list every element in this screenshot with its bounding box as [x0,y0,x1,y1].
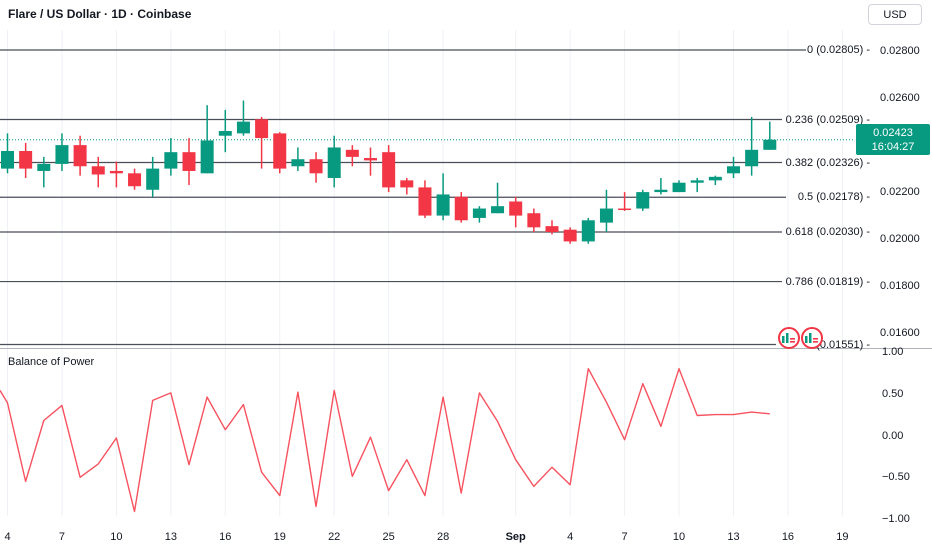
candle-body [618,208,632,211]
fib-level-label: 0.5 (0.02178) - [797,191,870,204]
candle-body [581,220,595,242]
candle-body [164,152,178,169]
candle-body [509,201,523,216]
candle-body [291,159,305,167]
candle-body [19,150,33,169]
fib-level-label: 0 (0.02805) - [807,44,870,56]
candle-body [273,133,287,169]
bop-tick-label: 1.00 [882,346,904,358]
candle-body [236,121,250,134]
price-tick-label: 0.02800 [880,45,920,58]
time-tick-label: Sep [505,531,526,543]
time-tick-label: 22 [328,531,341,543]
fib-level-label: 0.786 (0.01819) - [785,275,870,288]
time-tick-label: 16 [219,531,232,543]
price-scale[interactable] [856,28,932,348]
candle-body [636,192,650,209]
candle-body [327,147,341,179]
fib-level-label: 0.382 (0.02326) - [785,156,870,169]
time-tick-label: 13 [164,531,177,543]
candle-body [218,131,232,136]
candle-body [727,166,740,174]
candle-body [345,149,359,157]
candle-body [545,226,559,233]
price-tick-label: 0.01600 [880,327,920,340]
chart-marker-icon[interactable] [801,327,823,349]
candle-body [708,176,722,181]
currency-toggle-button[interactable]: USD [868,4,922,25]
candle-body [109,170,123,174]
time-tick-label: 25 [382,531,395,543]
time-tick-label: 10 [110,531,123,543]
candle-body [255,119,269,139]
candle-body [436,194,450,216]
candle-body [491,206,505,214]
candle-body [73,145,87,167]
candle-body [563,229,577,242]
candle-body [128,173,142,187]
fib-level-label: 0.618 (0.02030) - [785,226,870,239]
time-tick-label: 7 [58,531,65,543]
candle-body [182,152,196,171]
candle-body [382,152,396,188]
candle-body [309,159,323,174]
candle-body [91,166,105,175]
candle-body [599,208,613,223]
time-tick-label: 19 [836,531,849,543]
candle-body [472,208,486,218]
candle-body [55,145,69,164]
candle-body [454,196,468,221]
price-tick-label: 0.02200 [880,186,920,199]
candle-body [672,182,686,193]
price-tick-label: 0.02600 [880,92,920,105]
candle-body [37,163,51,171]
time-tick-label: 7 [621,531,628,543]
time-tick-label: 4 [4,531,11,543]
candle-body [763,139,777,150]
time-scale[interactable] [0,522,932,550]
indicator-title: Balance of Power [8,356,95,368]
bop-line-series [0,368,770,513]
price-tick-label: 0.01800 [880,280,920,293]
indicator-scale[interactable] [856,350,932,522]
candle-body [418,187,432,216]
time-tick-label: 28 [436,531,450,543]
bop-tick-label: 0.00 [882,429,904,442]
time-tick-label: 4 [567,531,574,543]
candle-body [654,189,668,193]
time-tick-label: 10 [672,531,686,543]
candle-countdown: 16:04:27 [871,140,915,153]
candle-body [146,168,160,190]
candle-body [1,150,14,169]
bop-tick-label: −1.00 [882,513,910,525]
time-tick-label: 13 [727,531,740,543]
symbol-title: Flare / US Dollar · 1D · Coinbase [8,7,192,21]
candle-body [527,213,541,228]
bop-tick-label: 0.50 [882,387,904,400]
candle-body [200,140,214,174]
bop-tick-label: −0.50 [882,471,910,484]
candle-body [364,158,377,161]
chart-marker-icon[interactable] [778,327,800,349]
candle-body [690,180,704,183]
candle-body [745,149,759,167]
last-price-badge: 0.02423 16:04:27 [856,124,930,156]
candle-body [400,180,414,188]
fib-level-label: (0.01551) - [816,338,870,351]
last-price-value: 0.02423 [873,126,913,139]
fib-level-label: 0.236 (0.02509) - [785,113,870,126]
time-tick-label: 16 [781,531,795,543]
price-tick-label: 0.02000 [880,233,920,246]
time-tick-label: 19 [273,531,286,543]
